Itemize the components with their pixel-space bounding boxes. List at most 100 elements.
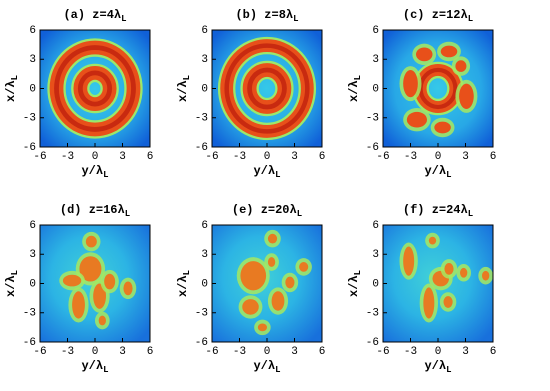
y-tick-label: -3 bbox=[23, 113, 36, 125]
y-tick-label: 0 bbox=[201, 278, 208, 290]
x-tick-label: 0 bbox=[92, 346, 99, 358]
heatmap-blob bbox=[267, 233, 278, 244]
heatmap-blob bbox=[72, 291, 85, 319]
y-axis-label-sub: L bbox=[182, 270, 192, 275]
panel-title-main: (e) z=20λ bbox=[232, 203, 297, 217]
heatmap-blob bbox=[62, 274, 82, 287]
y-tick-label: 6 bbox=[29, 220, 36, 232]
x-axis-label-main: y/λ bbox=[424, 359, 446, 373]
heatmap-blob bbox=[98, 315, 107, 326]
panel-title-main: (c) z=12λ bbox=[403, 8, 468, 22]
heatmap-blob bbox=[482, 270, 490, 281]
x-tick-label: 6 bbox=[490, 346, 497, 358]
heatmap-blob bbox=[443, 296, 453, 308]
y-axis-label-main: x/λ bbox=[347, 80, 361, 102]
panel-title: (f) z=24λL bbox=[403, 203, 473, 219]
y-axis-label-sub: L bbox=[10, 270, 20, 275]
heatmap-blob bbox=[428, 236, 437, 245]
y-tick-label: -3 bbox=[23, 308, 36, 320]
x-tick-label: 6 bbox=[147, 346, 154, 358]
x-tick-label: 3 bbox=[291, 346, 298, 358]
heatmap-blob bbox=[104, 273, 116, 290]
heatmap-core bbox=[77, 70, 113, 107]
panel-title-sub: L bbox=[468, 14, 473, 24]
panel-title-main: (f) z=24λ bbox=[403, 203, 468, 217]
y-axis-label-main: x/λ bbox=[4, 80, 18, 102]
y-tick-label: 6 bbox=[201, 220, 208, 232]
panel-title-sub: L bbox=[125, 209, 130, 219]
panel-title: (c) z=12λL bbox=[403, 8, 473, 24]
y-axis-label: x/λL bbox=[347, 75, 363, 102]
x-axis-label-sub: L bbox=[446, 170, 451, 180]
y-tick-label: 0 bbox=[372, 83, 379, 95]
x-tick-label: 3 bbox=[291, 151, 298, 163]
heatmap-blob bbox=[285, 276, 295, 289]
y-axis-label: x/λL bbox=[4, 270, 20, 297]
heatmap-blob bbox=[403, 246, 415, 276]
y-tick-label: -3 bbox=[366, 113, 379, 125]
y-tick-label: -6 bbox=[195, 142, 208, 154]
x-tick-label: 6 bbox=[147, 151, 154, 163]
x-tick-label: 0 bbox=[264, 151, 271, 163]
y-axis-label: x/λL bbox=[4, 75, 20, 102]
x-tick-label: -3 bbox=[61, 346, 74, 358]
x-tick-label: 0 bbox=[435, 346, 442, 358]
y-tick-label: 0 bbox=[372, 278, 379, 290]
y-axis-label-sub: L bbox=[353, 75, 363, 80]
y-tick-label: -3 bbox=[195, 113, 208, 125]
x-tick-label: -6 bbox=[205, 346, 218, 358]
y-tick-label: 6 bbox=[372, 25, 379, 37]
x-axis-label: y/λL bbox=[424, 359, 451, 375]
x-axis-label-main: y/λ bbox=[81, 359, 103, 373]
heatmap-blob bbox=[416, 47, 433, 62]
x-tick-label: -6 bbox=[33, 151, 46, 163]
y-axis-label-main: x/λ bbox=[4, 275, 18, 297]
y-tick-label: 3 bbox=[29, 54, 36, 66]
x-axis-label: y/λL bbox=[253, 359, 280, 375]
x-tick-label: -3 bbox=[404, 151, 417, 163]
panel-title-main: (b) z=8λ bbox=[235, 8, 293, 22]
x-tick-label: 3 bbox=[462, 151, 469, 163]
y-tick-label: 3 bbox=[372, 54, 379, 66]
x-axis-label-sub: L bbox=[446, 365, 451, 375]
y-tick-label: 6 bbox=[372, 220, 379, 232]
x-axis-label-main: y/λ bbox=[253, 359, 275, 373]
x-tick-label: 3 bbox=[462, 346, 469, 358]
heatmap-blob bbox=[455, 60, 467, 72]
heatmap-blob bbox=[434, 121, 451, 134]
heatmap-blob bbox=[403, 69, 418, 98]
x-tick-label: 3 bbox=[119, 346, 126, 358]
y-tick-label: 0 bbox=[29, 278, 36, 290]
y-tick-label: -6 bbox=[23, 337, 36, 349]
heatmap-blob bbox=[444, 263, 454, 275]
heatmap-blob bbox=[271, 291, 285, 311]
y-axis-label-main: x/λ bbox=[347, 275, 361, 297]
heatmap-blob bbox=[440, 45, 458, 58]
y-tick-label: 6 bbox=[201, 25, 208, 37]
x-axis-label: y/λL bbox=[81, 164, 108, 180]
x-tick-label: -3 bbox=[61, 151, 74, 163]
y-axis-label-sub: L bbox=[182, 75, 192, 80]
y-tick-label: 6 bbox=[29, 25, 36, 37]
x-axis-label-sub: L bbox=[275, 170, 280, 180]
y-axis-label-main: x/λ bbox=[176, 275, 190, 297]
x-tick-label: 6 bbox=[490, 151, 497, 163]
heatmap-core bbox=[247, 67, 287, 110]
y-tick-label: -6 bbox=[366, 337, 379, 349]
heatmap-blob bbox=[423, 287, 435, 319]
y-axis-label: x/λL bbox=[176, 75, 192, 102]
y-tick-label: -3 bbox=[195, 308, 208, 320]
panel-title-sub: L bbox=[293, 14, 298, 24]
heatmap-core bbox=[224, 43, 310, 134]
x-tick-label: 6 bbox=[319, 346, 326, 358]
x-tick-label: -6 bbox=[205, 151, 218, 163]
y-tick-label: 3 bbox=[201, 249, 208, 261]
y-axis-label-main: x/λ bbox=[176, 80, 190, 102]
heatmap-blob bbox=[242, 299, 259, 315]
x-tick-label: -3 bbox=[404, 346, 417, 358]
y-tick-label: 3 bbox=[372, 249, 379, 261]
panel-title-sub: L bbox=[297, 209, 302, 219]
heatmap-blob bbox=[460, 267, 468, 278]
y-tick-label: -6 bbox=[366, 142, 379, 154]
